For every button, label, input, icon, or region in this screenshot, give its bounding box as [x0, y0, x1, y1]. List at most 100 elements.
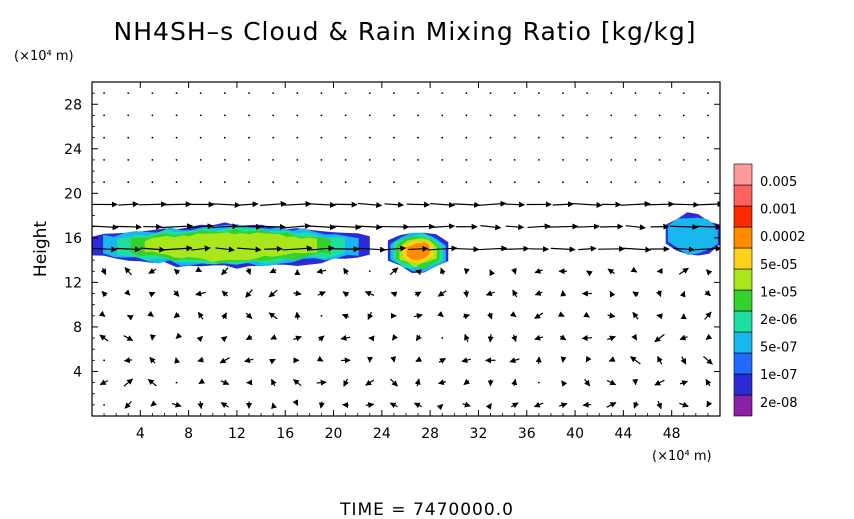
- wind-vector: [631, 333, 638, 341]
- wind-vector: [562, 92, 564, 95]
- wind-vector: [586, 136, 589, 139]
- colorbar-swatch: [733, 226, 753, 249]
- colorbar-swatch: [733, 310, 753, 333]
- wind-vector: [415, 356, 423, 363]
- wind-vector: [562, 136, 564, 139]
- wind-vector: [368, 92, 371, 95]
- colorbar-label: 5e-05: [760, 258, 798, 273]
- wind-vector: [537, 381, 540, 384]
- colorbar-swatch: [733, 289, 753, 312]
- y-axis-unit: (×10⁴ m): [14, 49, 74, 64]
- wind-vector: [509, 357, 520, 364]
- wind-vector: [294, 311, 301, 320]
- x-tick-label: 8: [184, 426, 193, 442]
- wind-vector: [365, 402, 375, 409]
- wind-vector: [223, 136, 226, 139]
- wind-vector: [513, 159, 516, 161]
- wind-vector: [199, 159, 202, 161]
- wind-vector: [632, 311, 639, 320]
- wind-vector: [437, 379, 447, 386]
- wind-vector: [268, 312, 278, 320]
- colorbar-swatch: [733, 184, 753, 207]
- wind-vector: [150, 400, 158, 407]
- wind-vector: [260, 223, 286, 230]
- wind-vector: [175, 159, 178, 161]
- wind-vector: [658, 181, 661, 184]
- wind-vector: [320, 92, 323, 95]
- wind-vector: [557, 311, 565, 317]
- wind-vector: [513, 136, 516, 139]
- wind-vector: [223, 159, 226, 161]
- wind-vector: [620, 200, 651, 207]
- wind-vector: [320, 114, 323, 117]
- wind-vector: [272, 114, 275, 117]
- wind-vector: [195, 290, 206, 297]
- wind-vector: [103, 181, 105, 184]
- wind-vector: [694, 224, 720, 230]
- cloud-field: [92, 212, 720, 274]
- wind-vector: [534, 334, 544, 341]
- wind-vector: [489, 92, 492, 95]
- wind-vector: [340, 334, 351, 341]
- wind-vector: [296, 159, 299, 161]
- wind-vector: [562, 181, 564, 184]
- wind-vector: [584, 378, 591, 387]
- wind-vector: [682, 92, 685, 95]
- wind-vector: [296, 136, 299, 139]
- wind-vector: [151, 181, 154, 184]
- wind-vector: [704, 289, 711, 297]
- wind-vector: [610, 92, 613, 95]
- x-tick-label: 4: [136, 426, 145, 442]
- wind-vector: [679, 401, 689, 408]
- wind-vector: [199, 136, 202, 139]
- wind-vector: [127, 159, 130, 161]
- wind-vector: [317, 291, 326, 297]
- x-tick-label: 32: [470, 426, 488, 442]
- wind-vector: [248, 159, 250, 161]
- wind-vector: [293, 290, 302, 297]
- wind-vector: [293, 335, 302, 342]
- wind-vector: [220, 402, 229, 408]
- wind-vector: [199, 181, 202, 184]
- wind-vector: [509, 311, 517, 318]
- wind-vector: [320, 159, 323, 161]
- wind-vector: [679, 334, 688, 341]
- wind-vector: [100, 267, 107, 276]
- wind-vector: [103, 92, 105, 95]
- y-tick-label: 8: [73, 320, 82, 336]
- wind-vector: [127, 114, 130, 117]
- wind-vector: [560, 356, 567, 363]
- wind-vector: [173, 290, 180, 297]
- wind-vector: [535, 356, 542, 364]
- wind-vector: [220, 336, 228, 343]
- wind-vector: [103, 114, 105, 117]
- wind-vector: [679, 290, 686, 298]
- wind-vector: [474, 245, 508, 252]
- wind-vector: [463, 313, 471, 320]
- wind-vector: [486, 312, 493, 320]
- wind-vector: [658, 136, 661, 139]
- wind-vector: [682, 181, 685, 184]
- x-axis: 4 8 12 16 20 24 28 32 36 40 44 48: [103, 82, 709, 442]
- wind-vector: [382, 245, 407, 252]
- wind-vector: [429, 201, 456, 208]
- wind-vector: [441, 92, 444, 95]
- wind-vector: [462, 401, 471, 408]
- wind-vector: [441, 114, 444, 117]
- wind-vector: [534, 312, 544, 320]
- wind-vector: [707, 114, 709, 117]
- wind-vector: [634, 181, 637, 184]
- y-tick-label: 28: [64, 97, 82, 113]
- wind-vector: [237, 246, 262, 253]
- wind-vector: [561, 380, 568, 387]
- wind-vector: [138, 201, 168, 208]
- wind-vector: [572, 202, 603, 209]
- wind-vector: [343, 378, 349, 387]
- wind-vector: [634, 92, 637, 95]
- wind-vector: [658, 114, 661, 117]
- wind-vector: [270, 334, 278, 340]
- wind-vector: [415, 334, 422, 342]
- wind-vector: [610, 159, 613, 161]
- wind-vector: [694, 245, 720, 252]
